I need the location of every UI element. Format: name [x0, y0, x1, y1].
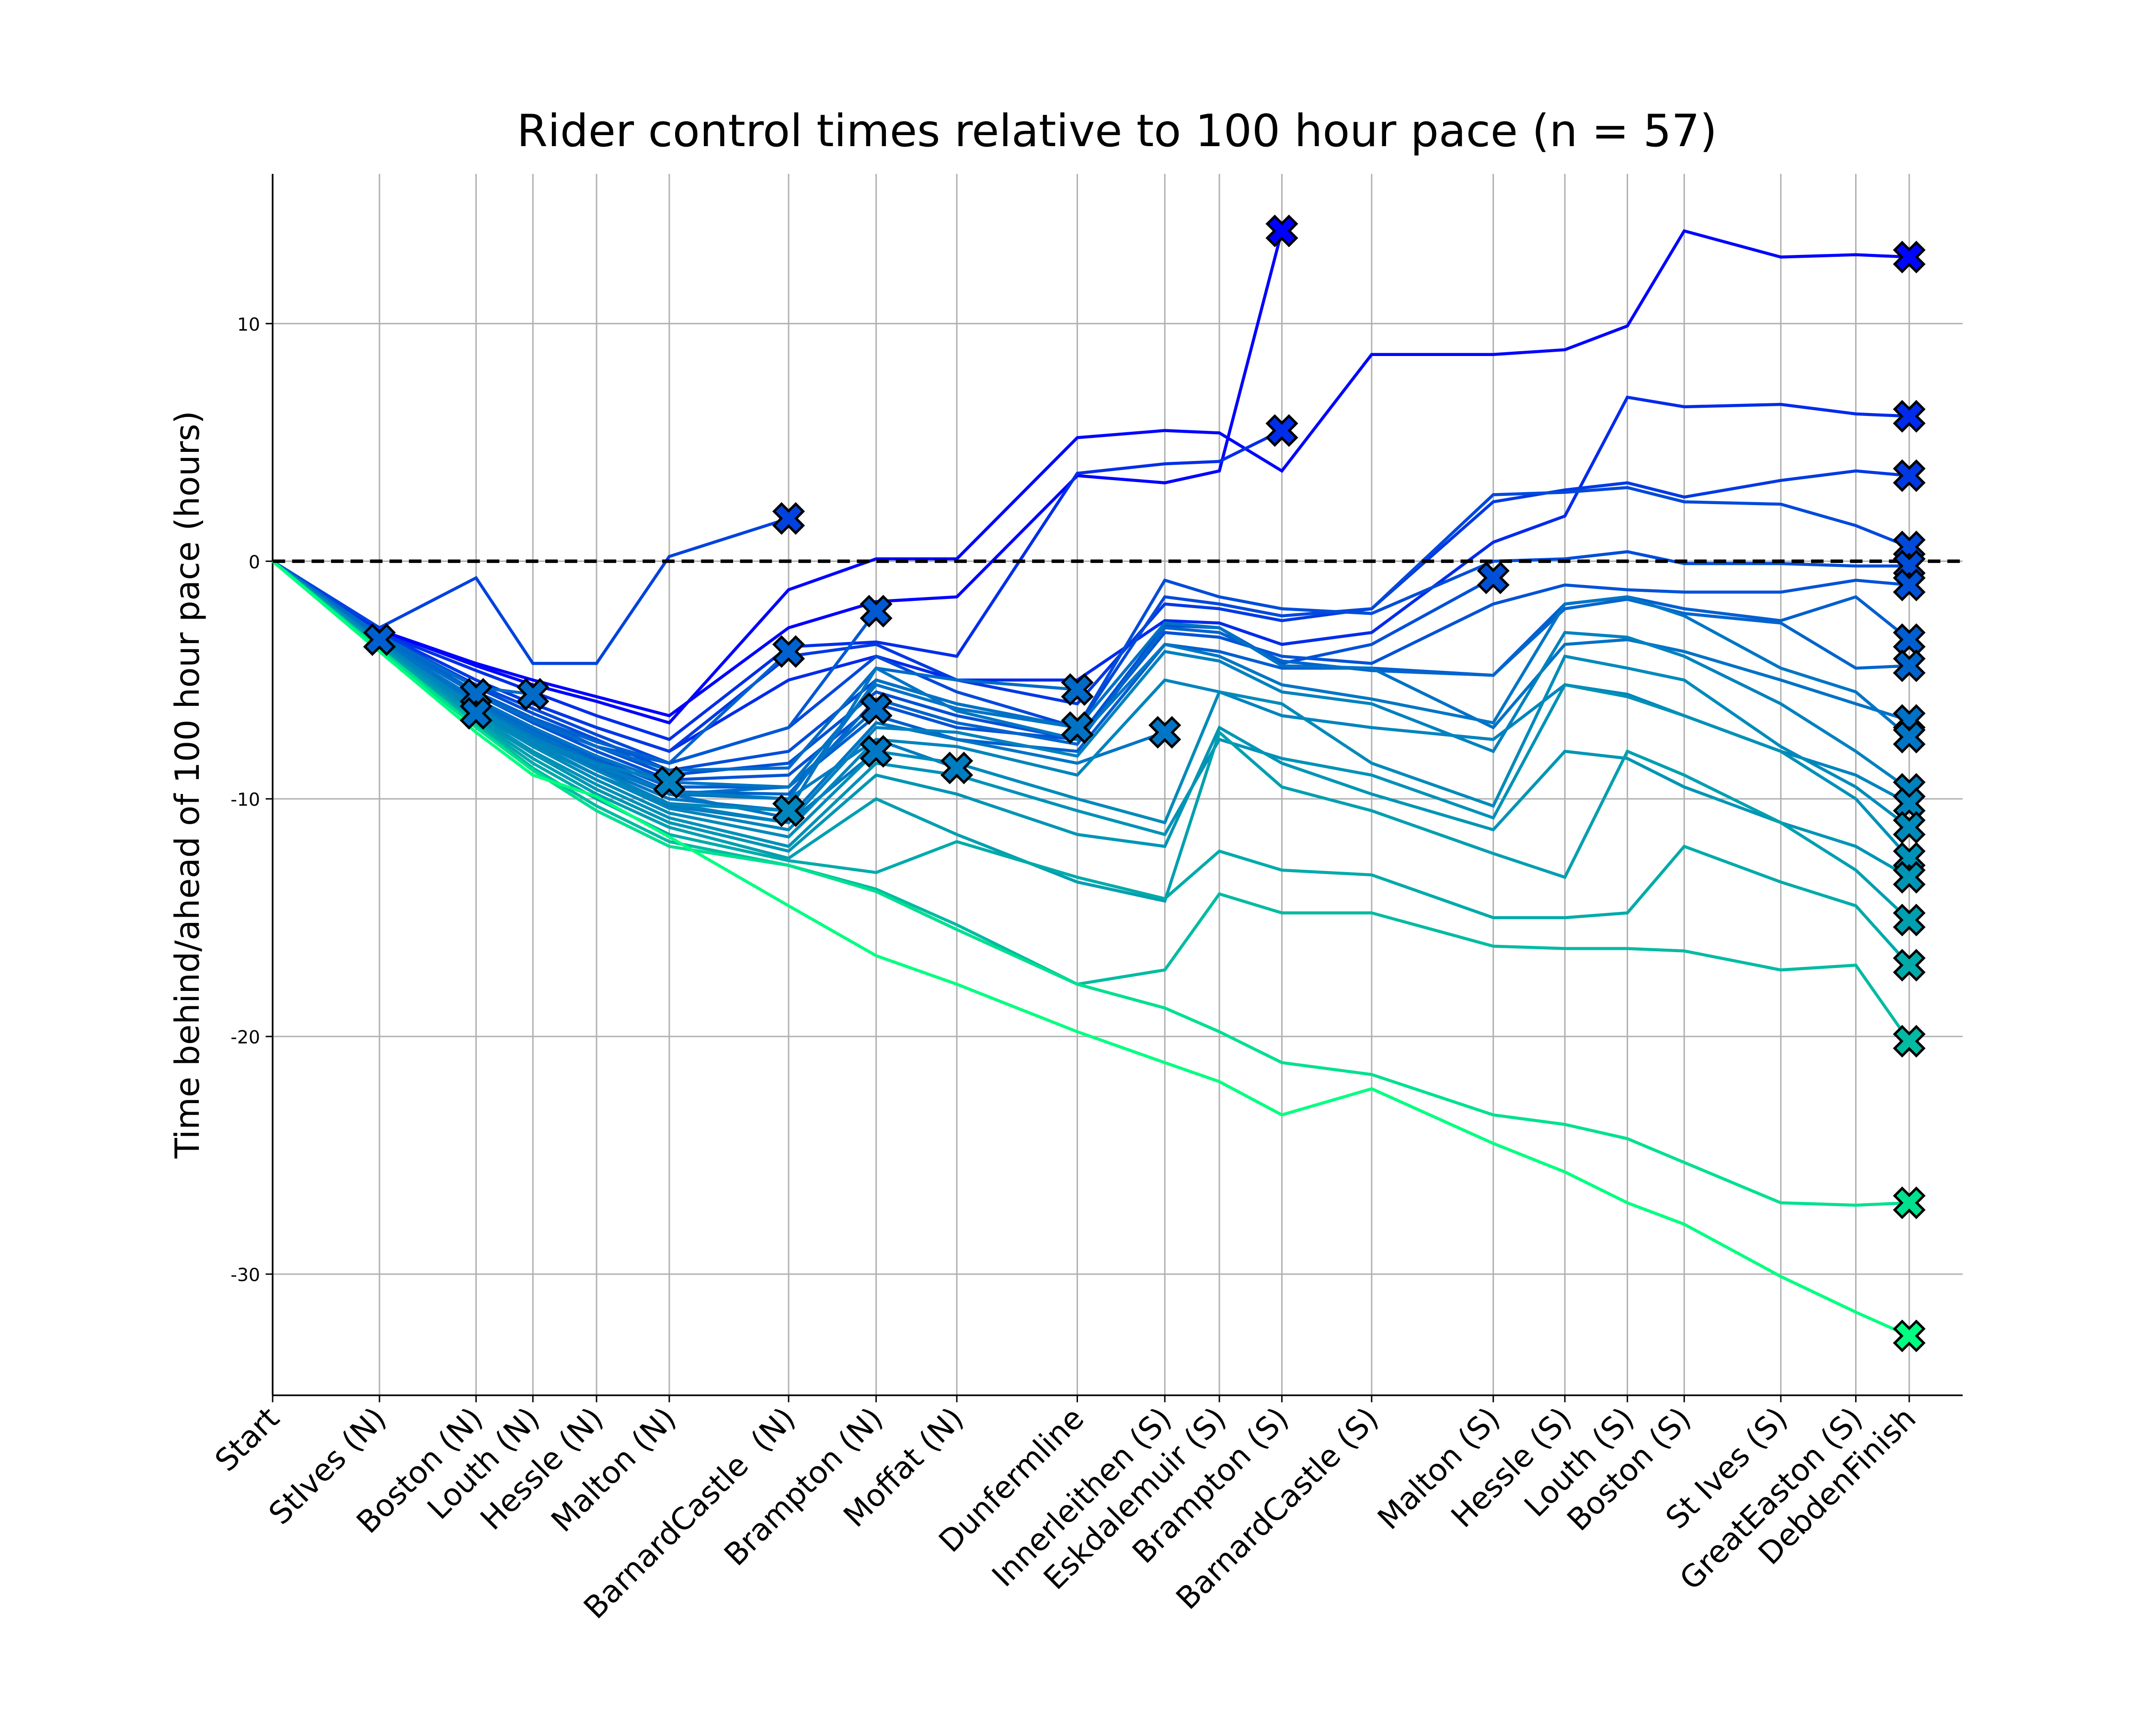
- rider-line: [272, 230, 1284, 718]
- rider-line: [272, 486, 1910, 765]
- y-tick-label: -20: [230, 1027, 260, 1048]
- end-marker: [1061, 711, 1094, 744]
- end-marker: [1892, 904, 1926, 937]
- end-marker: [1892, 568, 1926, 601]
- end-marker: [1061, 673, 1094, 706]
- end-marker: [1892, 459, 1926, 492]
- rider-line: [272, 229, 1910, 725]
- end-marker: [940, 751, 974, 784]
- rider-line: [272, 560, 1910, 839]
- end-marker: [860, 692, 893, 725]
- rider-line: [272, 560, 1910, 825]
- end-marker: [1892, 1186, 1926, 1219]
- end-marker: [516, 678, 550, 711]
- end-marker: [1892, 721, 1926, 754]
- rider-line: [272, 560, 533, 696]
- y-tick-label: -30: [230, 1265, 260, 1286]
- end-marker: [1892, 400, 1926, 433]
- end-marker: [1892, 949, 1926, 982]
- end-marker: [1892, 811, 1926, 844]
- end-marker: [860, 735, 893, 768]
- rider-line: [272, 560, 1911, 921]
- y-axis-label: Time behind/ahead of 100 hour pace (hour…: [168, 411, 207, 1159]
- end-marker: [1265, 414, 1298, 447]
- y-tick-label: 10: [237, 314, 260, 335]
- end-marker: [1892, 1024, 1926, 1058]
- end-marker: [772, 502, 805, 535]
- rider-line: [272, 560, 1910, 879]
- end-marker: [772, 635, 805, 668]
- rider-line: [272, 469, 1910, 753]
- end-marker: [1477, 561, 1510, 595]
- rider-line: [272, 560, 1911, 966]
- end-marker: [772, 794, 805, 828]
- end-marker: [459, 697, 493, 730]
- rider-line: [272, 560, 1911, 860]
- rider-line: [271, 560, 1910, 1337]
- end-marker: [1892, 241, 1926, 274]
- rider-line: [272, 560, 1078, 789]
- end-marker: [860, 595, 893, 628]
- end-marker: [653, 766, 686, 799]
- chart-title: Rider control times relative to 100 hour…: [517, 105, 1717, 157]
- end-marker: [1148, 716, 1181, 749]
- end-marker: [1892, 649, 1926, 682]
- rider-line: [272, 560, 1910, 801]
- end-marker: [363, 623, 396, 656]
- y-tick-label: -10: [230, 789, 260, 810]
- end-marker: [1265, 214, 1298, 248]
- end-marker: [1892, 861, 1926, 894]
- end-marker: [1892, 1319, 1926, 1353]
- y-tick-label: 0: [249, 552, 260, 573]
- rider-line: [272, 517, 789, 665]
